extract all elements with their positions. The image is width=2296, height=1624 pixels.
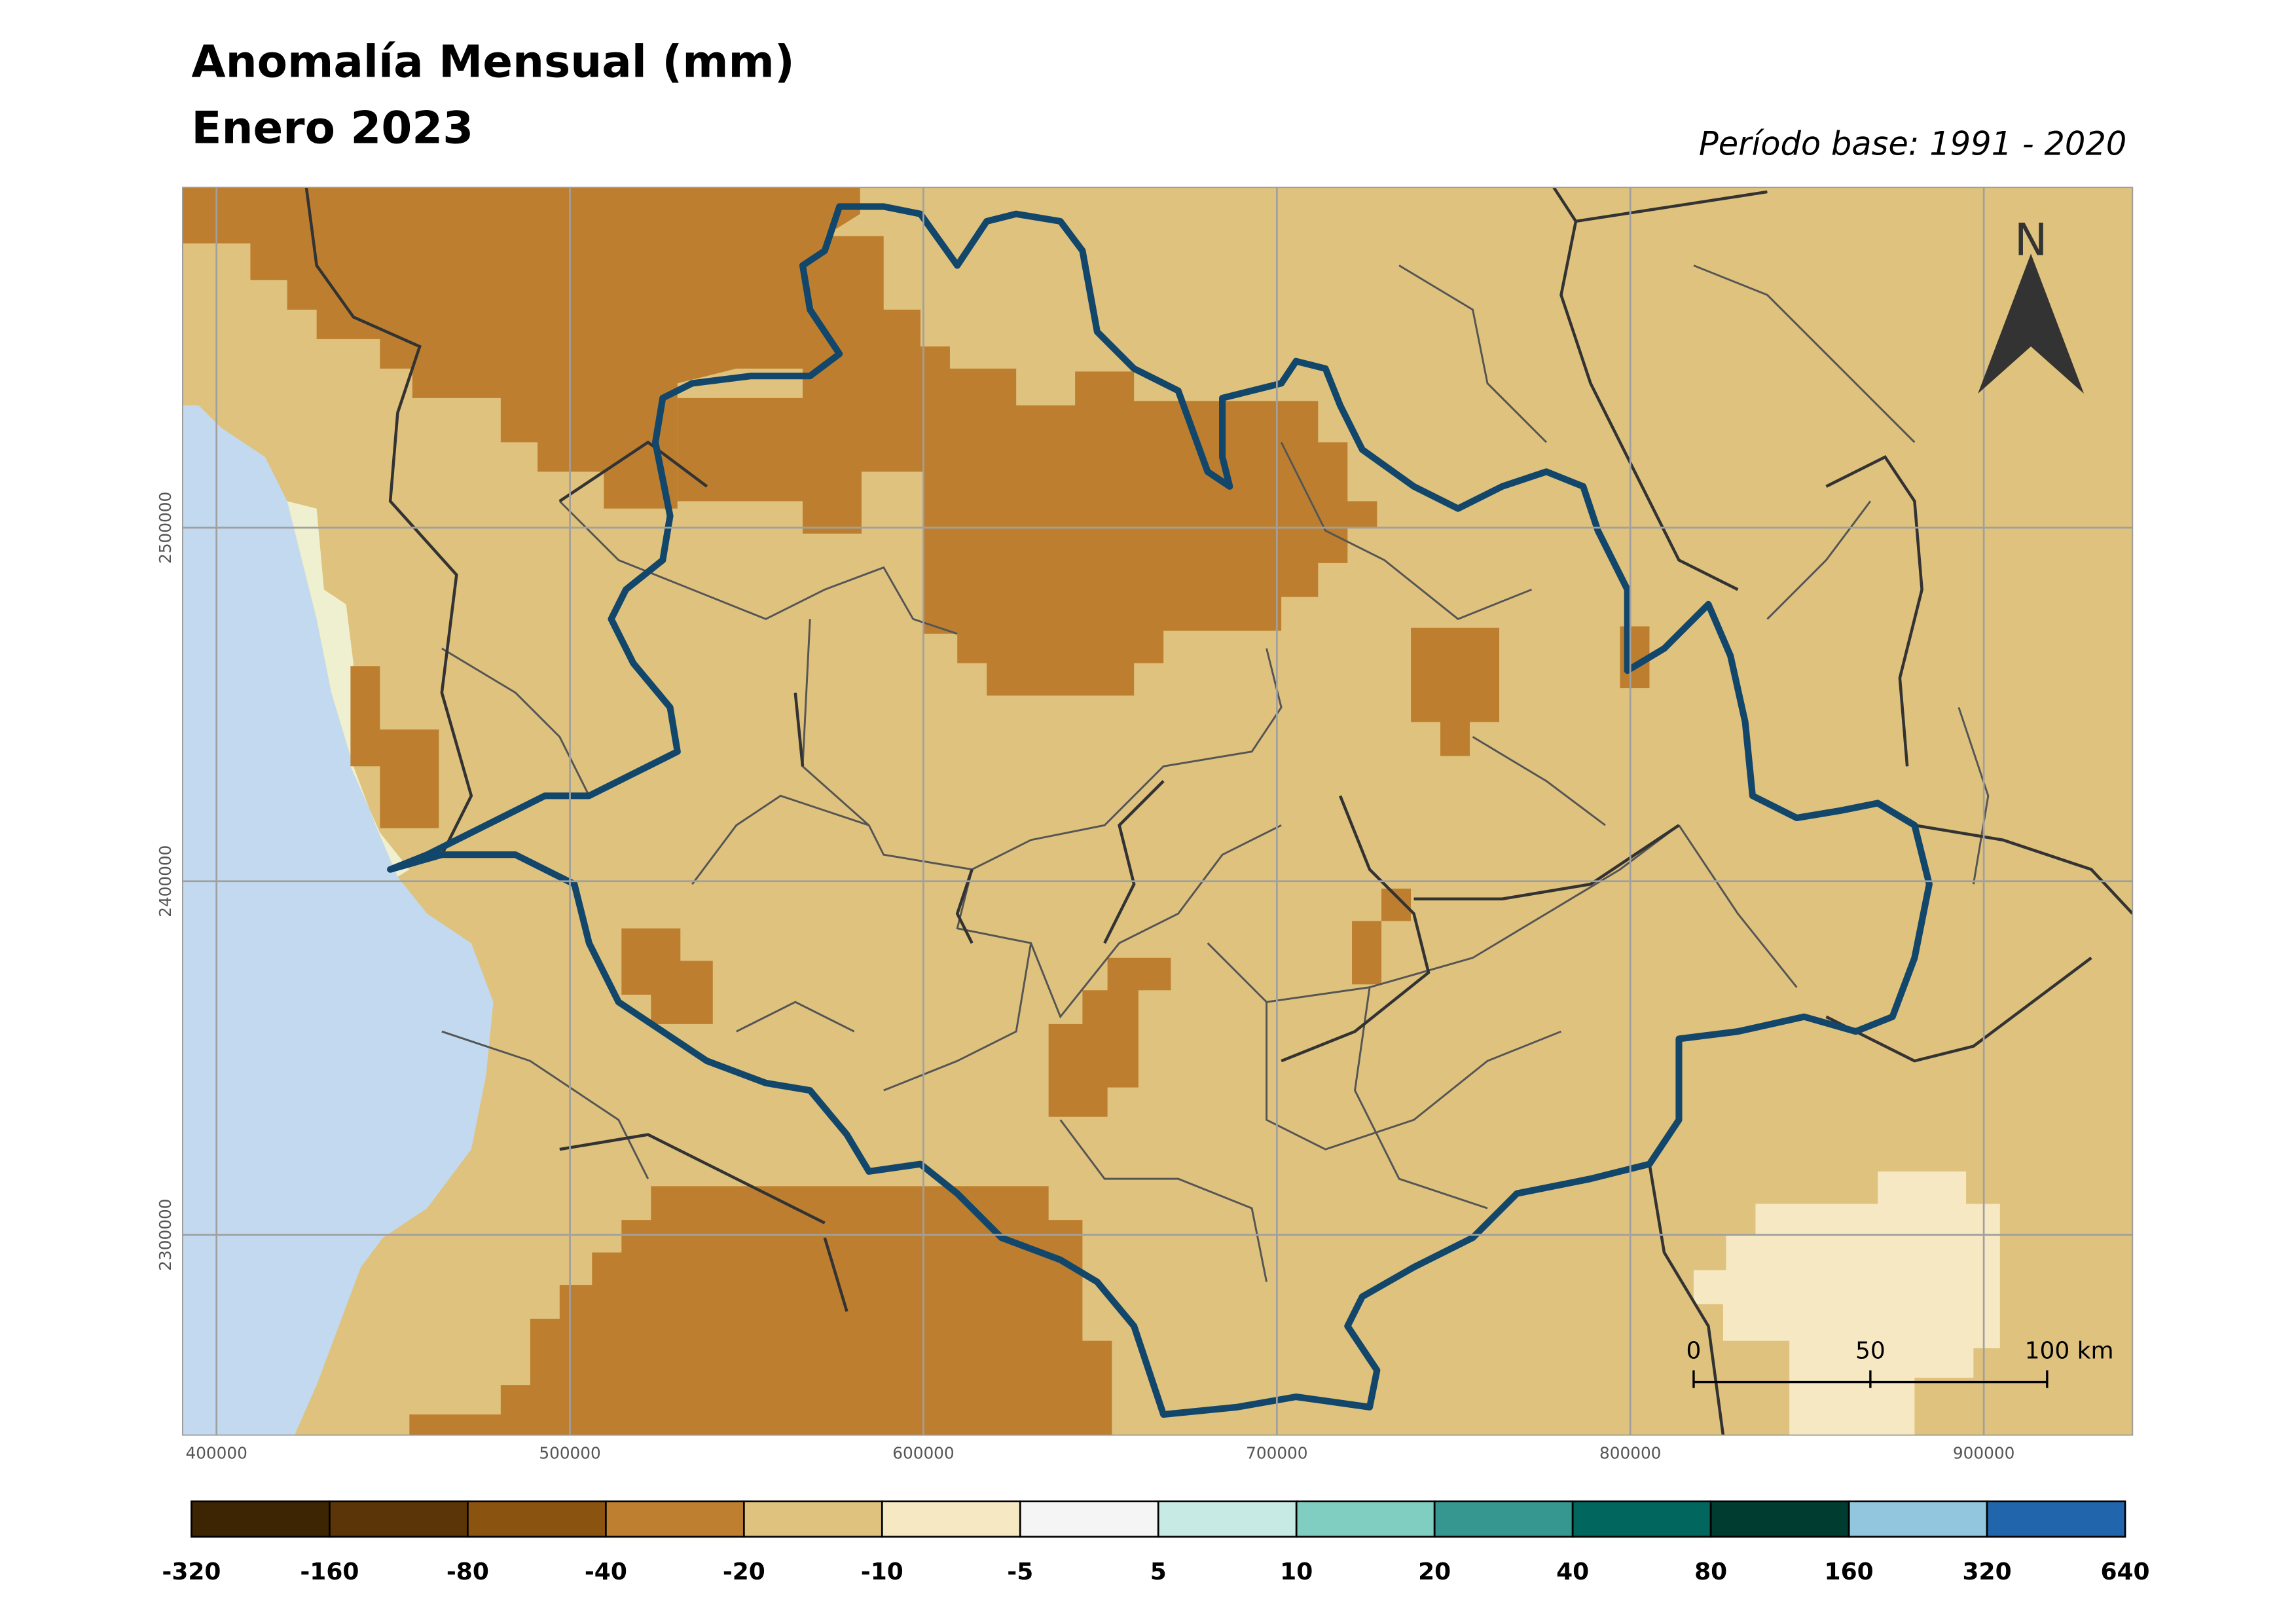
area bbox=[1693, 1171, 2000, 1435]
y-coordinate-label: 2300000 bbox=[156, 1199, 175, 1271]
legend-label: -10 bbox=[861, 1559, 903, 1585]
y-coordinate-label: 2500000 bbox=[156, 492, 175, 564]
legend-label: 160 bbox=[1825, 1559, 1874, 1585]
legend-label: -160 bbox=[300, 1559, 359, 1585]
coordinate-labels: 400000 500000 600000 700000 800000 900000 2500… bbox=[156, 492, 2014, 1463]
area bbox=[621, 928, 713, 1024]
legend-label: 5 bbox=[1150, 1559, 1167, 1585]
map-frame bbox=[182, 187, 2134, 1436]
sea bbox=[182, 405, 494, 1435]
legend-label: 40 bbox=[1556, 1559, 1589, 1585]
map-title: Anomalía Mensual (mm) bbox=[191, 35, 794, 87]
legend-label: 320 bbox=[1963, 1559, 2012, 1585]
area bbox=[1048, 957, 1171, 1117]
area bbox=[350, 666, 439, 828]
legend-swatch bbox=[881, 1500, 1021, 1538]
north-arrow-shape bbox=[1978, 253, 2085, 394]
area bbox=[182, 187, 860, 509]
legend-swatch bbox=[467, 1500, 607, 1538]
legend-swatch bbox=[1019, 1500, 1159, 1538]
municipal-boundaries bbox=[441, 265, 1990, 1282]
area bbox=[409, 1186, 1112, 1435]
region-outline bbox=[387, 203, 1933, 1418]
graticule bbox=[182, 187, 2133, 1435]
x-coordinate-label: 800000 bbox=[1599, 1444, 1661, 1463]
legend-swatch bbox=[1295, 1500, 1436, 1538]
area bbox=[1411, 627, 1500, 756]
legend-swatch bbox=[742, 1500, 883, 1538]
coast-strip bbox=[287, 501, 410, 877]
x-coordinate-label: 400000 bbox=[185, 1444, 247, 1463]
boundary bbox=[304, 187, 2133, 1435]
scale-label: 0 bbox=[1686, 1338, 1701, 1365]
legend-label: -40 bbox=[585, 1559, 627, 1585]
legend-label: -320 bbox=[162, 1559, 221, 1585]
base-period: Período base: 1991 - 2020 bbox=[1699, 125, 2126, 163]
x-coordinate-label: 600000 bbox=[892, 1444, 954, 1463]
x-coordinate-label: 700000 bbox=[1246, 1444, 1307, 1463]
legend-swatch bbox=[1986, 1500, 2126, 1538]
x-coordinate-label: 900000 bbox=[1953, 1444, 2014, 1463]
legend: -320 -160 -80 -40 -20 -10 -5 5 10 20 40 80 160 320 640 bbox=[162, 1500, 2150, 1585]
state-boundaries bbox=[304, 187, 2133, 1435]
area bbox=[677, 236, 1377, 696]
legend-swatch bbox=[605, 1500, 745, 1538]
x-coordinate-label: 500000 bbox=[539, 1444, 600, 1463]
legend-swatch bbox=[1157, 1500, 1298, 1538]
legend-label: 20 bbox=[1418, 1559, 1451, 1585]
legend-label: 80 bbox=[1694, 1559, 1727, 1585]
legend-swatch bbox=[191, 1500, 331, 1538]
legend-swatch bbox=[1709, 1500, 1850, 1538]
legend-swatch bbox=[1848, 1500, 1988, 1538]
scale-label: 50 bbox=[1855, 1338, 1886, 1365]
boundary bbox=[441, 265, 1990, 1282]
scale-label: 100 km bbox=[2025, 1338, 2114, 1365]
north-arrow: N bbox=[1978, 214, 2085, 394]
legend-swatch bbox=[329, 1500, 469, 1538]
map-subtitle: Enero 2023 bbox=[191, 102, 473, 154]
map-body bbox=[182, 187, 2133, 1435]
anomaly-areas bbox=[182, 187, 2000, 1435]
y-coordinate-label: 2400000 bbox=[156, 845, 175, 917]
legend-label: -5 bbox=[1007, 1559, 1033, 1585]
legend-label: -20 bbox=[723, 1559, 765, 1585]
legend-label: -80 bbox=[446, 1559, 489, 1585]
legend-swatch bbox=[1433, 1500, 1574, 1538]
scale-bar: 0 50 100 km bbox=[1686, 1338, 2114, 1388]
legend-swatch bbox=[1571, 1500, 1712, 1538]
legend-label: 640 bbox=[2100, 1559, 2149, 1585]
legend-label: 10 bbox=[1280, 1559, 1313, 1585]
